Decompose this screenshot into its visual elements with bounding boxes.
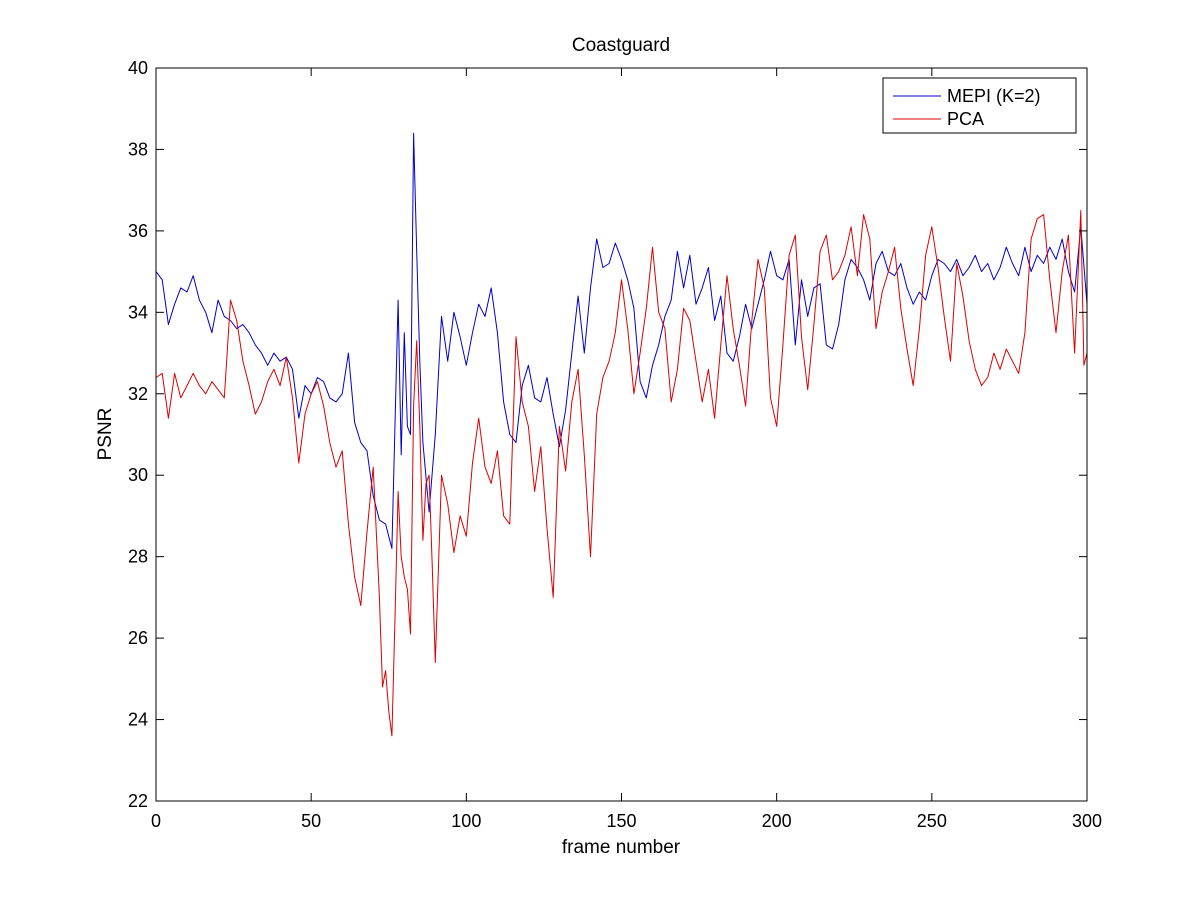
y-tick-label: 40 [128,58,148,78]
y-tick-label: 30 [128,465,148,485]
y-tick-label: 22 [128,791,148,811]
y-tick-label: 36 [128,221,148,241]
chart-title: Coastguard [572,35,670,56]
x-tick-label: 300 [1072,811,1102,831]
x-tick-label: 150 [606,811,636,831]
x-tick-label: 100 [451,811,481,831]
y-tick-label: 38 [128,139,148,159]
legend-label-pca: PCA [947,109,984,129]
series-line-mepi [155,132,1088,549]
x-axis-label: frame number [562,837,681,858]
y-tick-label: 26 [128,628,148,648]
plot-area [156,68,1087,801]
x-tick-label: 200 [762,811,792,831]
y-axis-label: PSNR [95,408,116,461]
series-layer [155,132,1088,737]
legend-label-mepi: MEPI (K=2) [947,86,1041,106]
y-tick-label: 24 [128,710,148,730]
y-tick-label: 28 [128,547,148,567]
ticks-layer: 0 50 100 150 200 250 300 22 24 26 28 30 32 34 36 38 40 [128,58,1102,831]
x-tick-label: 0 [151,811,161,831]
x-tick-label: 50 [301,811,321,831]
series-line-pca [155,210,1088,737]
x-tick-label: 250 [917,811,947,831]
legend: MEPI (K=2) PCA [882,77,1077,134]
legend-box [882,77,1077,134]
y-tick-label: 32 [128,384,148,404]
y-tick-label: 34 [128,302,148,322]
